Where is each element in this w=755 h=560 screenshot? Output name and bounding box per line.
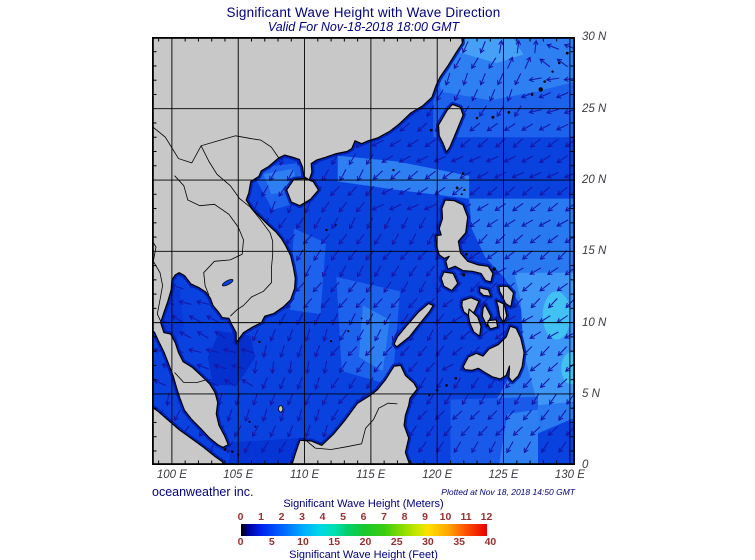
x-axis-label: 125 E [488,469,519,481]
legend-meters-tick: 8 [401,511,408,523]
x-axis-label: 110 E [289,469,320,481]
x-axis-label: 130 E [554,469,585,481]
legend-feet-tick: 35 [453,536,466,548]
x-axis-label: 100 E [156,469,187,481]
legend-feet-tick: 15 [328,536,341,548]
y-axis-label: 10 N [582,316,607,329]
legend-meters-tick: 0 [237,511,244,523]
legend-feet-tick: 30 [422,536,434,548]
legend-feet-title: Significant Wave Height (Feet) [289,549,438,560]
map-frame [152,37,575,465]
legend-meters-tick: 9 [422,511,428,523]
legend-feet-tick: 40 [484,536,497,548]
legend-meters-tick: 5 [340,511,346,523]
legend-feet-tick: 10 [297,536,309,548]
legend-meters-ticks: 0 1 2 3 4 5 6 7 8 9 10 11 12 [237,511,493,524]
legend-color-bar [240,524,487,536]
legend-meters-tick: 10 [439,511,452,523]
legend-meters-tick: 2 [278,511,285,523]
y-axis-label: 0 [582,459,589,472]
legend-feet-tick: 25 [390,536,403,548]
x-axis-label: 105 E [223,469,254,481]
legend-feet-ticks: 0 5 10 15 20 25 30 35 40 [237,536,497,549]
legend-feet-tick: 5 [268,536,275,548]
y-axis-label: 5 N [582,387,600,400]
y-axis-label: 30 N [582,31,607,44]
graticule-layer [152,37,575,465]
legend-meters-tick: 6 [360,511,367,523]
legend-feet-tick: 20 [359,536,372,548]
wave-height-map [152,37,575,465]
legend-meters-title: Significant Wave Height (Meters) [283,498,444,510]
legend-meters-tick: 12 [480,511,493,523]
legend-meters-tick: 11 [460,511,472,523]
page-title: Significant Wave Height with Wave Direct… [226,5,501,20]
legend-meters-tick: 4 [319,511,326,523]
land-layer [152,37,569,465]
y-axis-label: 25 N [582,102,607,115]
legend-meters-tick: 7 [381,511,387,523]
legend-feet-tick: 0 [237,536,244,548]
legend-meters-tick: 1 [258,511,264,523]
x-axis-label: 120 E [422,469,453,481]
y-axis-label: 15 N [582,245,607,258]
legend-meters-tick: 3 [299,511,305,523]
valid-time-subtitle: Valid For Nov-18-2018 18:00 GMT [267,20,460,34]
plotted-timestamp: Plotted at Nov 18, 2018 14:50 GMT [441,487,575,497]
credit-text: oceanweather inc. [152,485,254,499]
x-axis-label: 115 E [356,469,386,481]
y-axis-label: 20 N [582,174,607,187]
